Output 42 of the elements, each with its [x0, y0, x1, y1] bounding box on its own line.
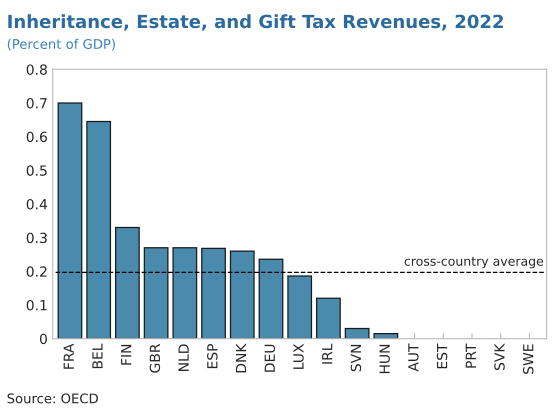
- bar: [58, 102, 82, 339]
- x-tick-label: IRL: [322, 344, 332, 364]
- ref-line-label: cross-country average: [404, 256, 544, 268]
- bar: [144, 247, 169, 339]
- bar: [114, 226, 140, 339]
- x-tick-label: ESP: [207, 344, 218, 368]
- x-tick-label: LUX: [293, 344, 304, 369]
- x-tick-label: SWE: [522, 344, 534, 374]
- x-tick-label: GBR: [150, 344, 160, 373]
- bar: [287, 275, 312, 339]
- chart-title: Inheritance, Estate, and Gift Tax Revenues, 2022: [8, 14, 503, 31]
- bar: [316, 298, 341, 339]
- bar: [172, 247, 198, 339]
- y-tick-label: 0.1: [26, 300, 47, 310]
- x-tick-label: HUN: [380, 344, 390, 374]
- x-tick-label: SVN: [350, 344, 362, 372]
- x-tick-label: FIN: [121, 344, 132, 365]
- bar: [86, 120, 112, 339]
- y-tick-label: 0.7: [26, 98, 47, 108]
- bar: [201, 248, 226, 339]
- y-tick-label: 0.2: [26, 266, 46, 277]
- x-tick-label: DNK: [236, 343, 246, 372]
- x-tick-label: DEU: [264, 344, 276, 372]
- y-tick-label: 0.8: [26, 64, 47, 75]
- bar: [258, 258, 284, 339]
- x-tick-label: BEL: [92, 344, 103, 368]
- x-tick-label: EST: [436, 343, 448, 368]
- y-tick-label: 0: [40, 334, 47, 344]
- y-tick-label: 0.6: [26, 132, 47, 142]
- bar: [230, 250, 255, 339]
- x-tick-label: SVK: [494, 343, 505, 370]
- x-tick-label: NLD: [178, 344, 189, 371]
- chart-subtitle: (Percent of GDP): [8, 38, 115, 51]
- y-tick-label: 0.3: [26, 232, 47, 244]
- x-tick-label: PRT: [466, 343, 476, 368]
- bar: [344, 328, 370, 339]
- source-note: Source: OECD: [8, 393, 98, 404]
- y-tick-label: 0.4: [26, 198, 48, 210]
- bar: [373, 332, 398, 339]
- x-tick-label: FRA: [64, 344, 74, 369]
- x-tick-label: AUT: [408, 343, 419, 372]
- y-tick-label: 0.5: [26, 165, 47, 176]
